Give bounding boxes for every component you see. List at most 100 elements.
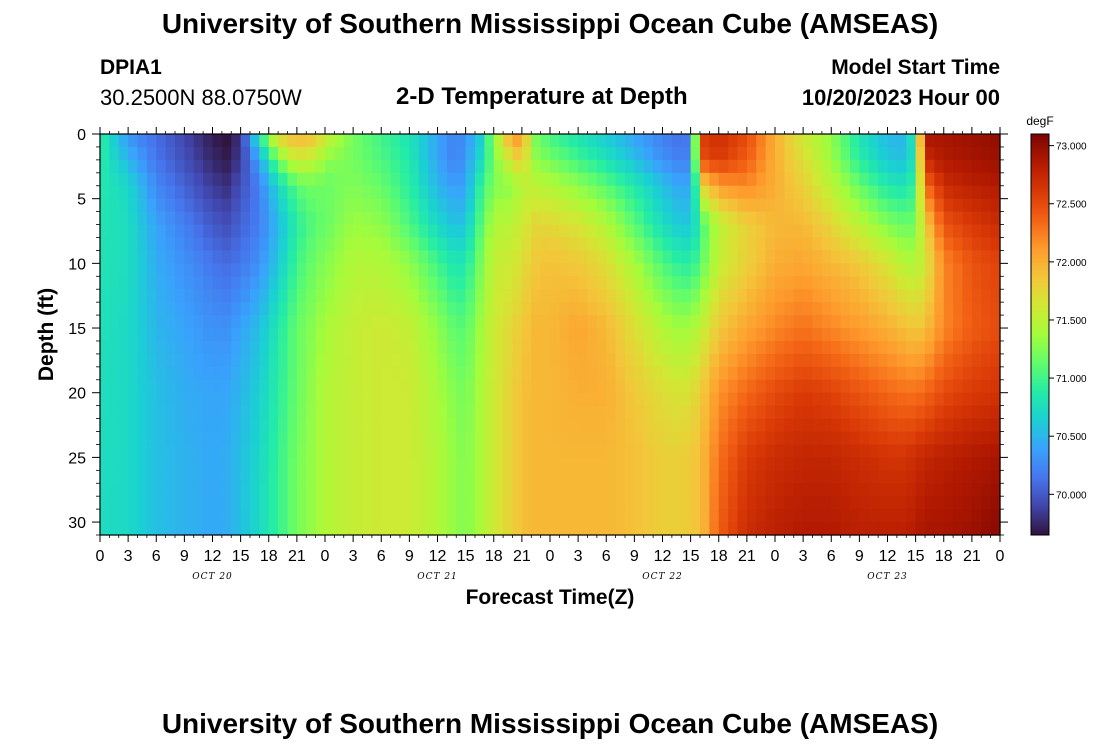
heatmap-cell (503, 250, 514, 264)
heatmap-cell (512, 237, 523, 252)
heatmap-cell (503, 302, 514, 316)
heatmap-cell (475, 224, 485, 239)
heatmap-cell (643, 185, 654, 200)
heatmap-cell (521, 198, 532, 213)
heatmap-cell (296, 224, 307, 239)
heatmap-cell (390, 483, 401, 497)
heatmap-cell (259, 522, 270, 536)
heatmap-cell (418, 250, 429, 264)
heatmap-cell (868, 328, 879, 342)
heatmap-cell (887, 302, 898, 316)
heatmap-cell (203, 134, 214, 148)
heatmap-cell (503, 353, 514, 368)
heatmap-cell (296, 405, 307, 420)
heatmap-cell (240, 185, 251, 200)
heatmap-cell (484, 340, 495, 355)
heatmap-cell (334, 146, 345, 161)
heatmap-cell (278, 237, 289, 252)
heatmap-cell (203, 315, 214, 329)
heatmap-cell (925, 509, 935, 523)
heatmap-cell (653, 276, 664, 290)
heatmap-cell (315, 172, 326, 187)
heatmap-cell (268, 211, 279, 226)
heatmap-cell (634, 431, 645, 446)
heatmap-cell (146, 509, 157, 523)
heatmap-cell (681, 211, 692, 226)
heatmap-cell (690, 483, 701, 497)
heatmap-cell (943, 483, 954, 497)
heatmap-cell (803, 353, 814, 368)
heatmap-cell (906, 263, 917, 277)
heatmap-cell (446, 353, 457, 368)
heatmap-cell (334, 444, 345, 458)
heatmap-cell (831, 263, 842, 277)
heatmap-cell (728, 431, 739, 446)
heatmap-cell (625, 457, 635, 471)
heatmap-cell (746, 444, 757, 458)
heatmap-cell (212, 328, 223, 342)
heatmap-cell (540, 172, 551, 187)
heatmap-cell (118, 302, 129, 316)
heatmap-cell (203, 522, 214, 536)
heatmap-cell (540, 496, 551, 510)
heatmap-cell (221, 250, 232, 264)
heatmap-cell (315, 431, 326, 446)
heatmap-cell (428, 405, 439, 420)
heatmap-cell (334, 250, 345, 264)
heatmap-cell (578, 289, 589, 303)
heatmap-cell (840, 289, 851, 303)
heatmap-cell (465, 237, 476, 252)
heatmap-cell (606, 198, 617, 213)
heatmap-cell (868, 405, 879, 420)
heatmap-cell (212, 302, 223, 316)
heatmap-cell (840, 496, 851, 510)
heatmap-cell (381, 250, 392, 264)
heatmap-cell (175, 172, 185, 187)
heatmap-cell (775, 185, 785, 200)
heatmap-cell (596, 185, 607, 200)
heatmap-cell (128, 276, 139, 290)
heatmap-cell (268, 263, 279, 277)
heatmap-cell (165, 392, 176, 407)
heatmap-cell (681, 315, 692, 329)
heatmap-cell (418, 315, 429, 329)
heatmap-cell (446, 340, 457, 355)
heatmap-cell (193, 340, 204, 355)
heatmap-cell (137, 185, 148, 200)
heatmap-cell (484, 496, 495, 510)
heatmap-cell (118, 457, 129, 471)
heatmap-cell (315, 211, 326, 226)
heatmap-cell (371, 444, 382, 458)
heatmap-cell (756, 315, 767, 329)
heatmap-cell (118, 431, 129, 446)
heatmap-cell (709, 146, 720, 161)
heatmap-cell (906, 353, 917, 368)
heatmap-cell (503, 146, 514, 161)
heatmap-cell (259, 302, 270, 316)
heatmap-cell (925, 353, 935, 368)
heatmap-cell (306, 340, 317, 355)
heatmap-cell (915, 211, 926, 226)
heatmap-cell (278, 405, 289, 420)
heatmap-cell (728, 405, 739, 420)
heatmap-cell (550, 418, 560, 433)
heatmap-cell (981, 405, 992, 420)
heatmap-cell (165, 483, 176, 497)
heatmap-cell (559, 418, 570, 433)
heatmap-cell (100, 315, 110, 329)
heatmap-cell (400, 198, 410, 213)
heatmap-cell (400, 496, 410, 510)
heatmap-cell (821, 134, 832, 148)
heatmap-cell (821, 431, 832, 446)
heatmap-cell (943, 340, 954, 355)
heatmap-cell (193, 509, 204, 523)
heatmap-cell (746, 353, 757, 368)
heatmap-cell (278, 198, 289, 213)
heatmap-cell (250, 237, 260, 252)
heatmap-cell (503, 328, 514, 342)
heatmap-cell (971, 444, 982, 458)
heatmap-cell (578, 328, 589, 342)
heatmap-cell (878, 457, 889, 471)
heatmap-cell (971, 418, 982, 433)
heatmap-cell (568, 366, 579, 381)
